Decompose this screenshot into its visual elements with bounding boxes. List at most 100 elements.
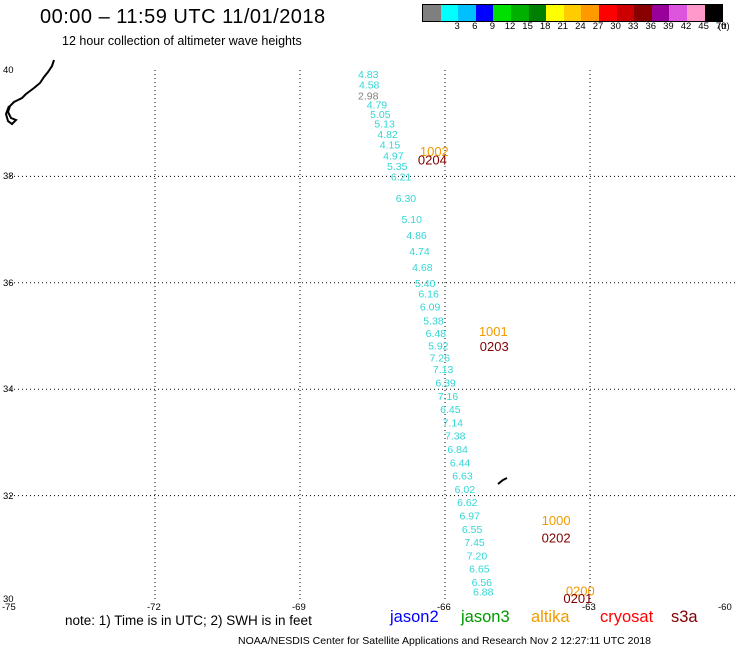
color-scale-label: 27	[592, 21, 604, 32]
swh-value: 7.45	[464, 537, 485, 549]
swh-value: 6.97	[460, 511, 481, 523]
latitude-label: 34	[3, 384, 14, 396]
color-scale-label: 70	[715, 21, 727, 32]
swh-value: 5.92	[428, 340, 449, 352]
time-label: 0204	[418, 153, 447, 168]
color-swatch	[598, 5, 617, 21]
swh-value: 7.13	[433, 364, 454, 376]
swh-value: 6.48	[426, 328, 447, 340]
swh-value: 4.97	[383, 150, 404, 162]
time-label: 1000	[542, 513, 571, 528]
swh-value: 7.26	[430, 353, 451, 365]
satellite-altika-label: altika	[531, 608, 570, 626]
swh-value: 4.68	[412, 262, 433, 274]
color-scale-label: 15	[522, 21, 533, 32]
latitude-label: 30	[3, 594, 14, 605]
swh-value: 6.16	[418, 289, 439, 301]
longitude-label: -60	[718, 602, 732, 613]
color-scale-label: 39	[663, 21, 674, 32]
color-swatch	[475, 5, 494, 21]
time-label: 1001	[479, 324, 508, 339]
color-scale-label: 33	[627, 21, 639, 32]
color-swatch	[634, 5, 652, 21]
satellite-jason3-label: jason3	[461, 608, 510, 626]
satellite-s3a-label: s3a	[671, 608, 698, 626]
map-subtitle: 12 hour collection of altimeter wave hei…	[62, 34, 302, 48]
swh-value: 6.45	[440, 404, 461, 416]
satellite-cryosat-label: cryosat	[600, 608, 654, 626]
color-swatch	[493, 5, 511, 21]
color-swatch	[423, 5, 441, 21]
longitude-label: -63	[582, 602, 596, 613]
color-scale-label: 6	[472, 21, 478, 32]
color-swatch	[651, 5, 670, 21]
swh-value: 6.63	[452, 471, 473, 483]
swh-value: 5.38	[423, 315, 444, 327]
bermuda-island	[497, 477, 508, 485]
color-scale-label: 9	[489, 21, 496, 32]
color-scale-label: 30	[610, 21, 621, 32]
coastline	[4, 59, 508, 485]
color-scale-label: 3	[454, 21, 460, 32]
swh-value: 6.56	[472, 577, 493, 589]
color-scale-label: 24	[575, 21, 586, 32]
swh-value: 2.98	[358, 90, 379, 102]
swh-value: 4.83	[358, 69, 379, 81]
color-scale-label: 21	[557, 21, 569, 32]
color-swatch	[616, 5, 635, 21]
us-coastline	[4, 59, 55, 126]
swh-value: 4.58	[359, 80, 380, 92]
longitude-label: -66	[437, 602, 451, 613]
color-swatch	[704, 5, 723, 21]
color-swatch	[458, 5, 476, 21]
swh-value: 6.65	[469, 564, 490, 576]
swh-value: 5.35	[387, 161, 408, 173]
color-swatch	[510, 5, 529, 21]
swh-value: 4.74	[409, 246, 430, 258]
swh-value: 6.55	[462, 524, 483, 536]
color-scale-label: 36	[645, 21, 657, 32]
swh-value: 5.10	[402, 214, 423, 226]
color-scale-label: 18	[539, 21, 551, 32]
swh-value: 5.13	[374, 118, 395, 130]
satellite-jason2-label: jason2	[390, 608, 439, 626]
swh-value: 4.86	[406, 230, 427, 242]
color-swatch	[581, 5, 599, 21]
color-swatch	[546, 5, 564, 21]
swh-labels: 4.834.582.984.795.055.134.824.154.975.35…	[358, 69, 494, 599]
color-swatch	[528, 5, 547, 21]
color-swatch	[440, 5, 459, 21]
footer-credit: NOAA/NESDIS Center for Satellite Applica…	[238, 635, 652, 647]
color-swatch	[563, 5, 582, 21]
time-label: 0203	[480, 339, 509, 354]
map-grid	[10, 70, 735, 602]
latitude-label: 36	[3, 277, 14, 289]
swh-value: 7.16	[438, 391, 459, 403]
swh-value: 6.88	[473, 587, 494, 599]
color-scale-label: 42	[680, 21, 692, 32]
swh-value: 4.15	[380, 140, 401, 152]
swh-value: 7.14	[443, 417, 464, 429]
color-scale-label: 12	[504, 21, 516, 32]
swh-value: 6.39	[435, 378, 456, 390]
swh-value: 6.30	[396, 193, 417, 205]
time-label: 1002	[420, 144, 449, 159]
time-label: 0200	[566, 584, 595, 599]
swh-value: 4.82	[377, 129, 398, 141]
time-label: 0202	[542, 530, 571, 545]
swh-value: 6.02	[455, 484, 476, 496]
latitude-label: 38	[3, 171, 14, 183]
color-scale-bar	[422, 4, 724, 22]
latitude-label: 40	[3, 65, 14, 76]
time-label: 0201	[563, 591, 592, 606]
latitude-label: 32	[3, 490, 14, 502]
swh-value: 6.44	[450, 457, 471, 469]
color-swatch	[669, 5, 687, 21]
color-swatch	[686, 5, 705, 21]
swh-value: 5.05	[370, 109, 391, 121]
color-scale-unit: (ft)	[718, 21, 730, 32]
map-title: 00:00 – 11:59 UTC 11/01/2018	[40, 6, 326, 28]
longitude-label: -75	[2, 602, 16, 613]
